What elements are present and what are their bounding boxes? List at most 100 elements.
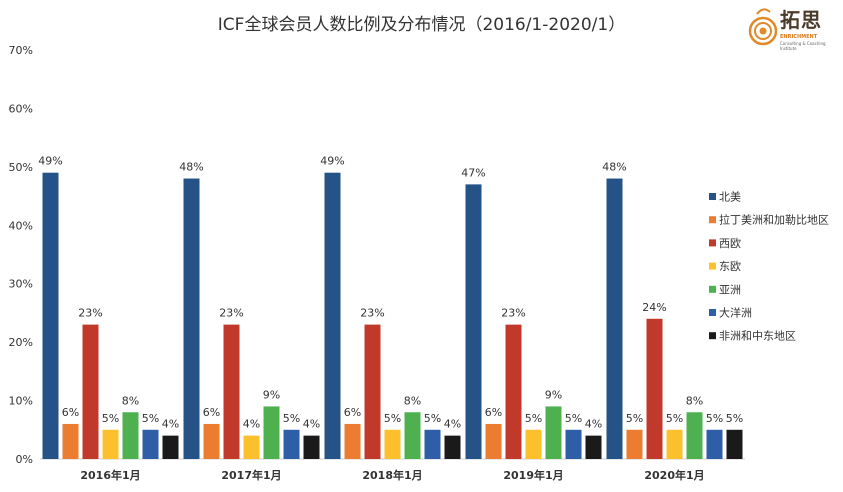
data-label: 48% — [179, 161, 203, 174]
data-label: 23% — [360, 307, 384, 320]
data-label: 4% — [303, 418, 320, 431]
logo-swirl-icon — [748, 8, 778, 46]
bar — [283, 429, 300, 459]
legend-label: 西欧 — [719, 237, 741, 250]
x-axis: 2016年1月 2017年1月 2018年1月 2019年1月 2020年1月 — [40, 458, 745, 482]
data-label: 23% — [219, 307, 243, 320]
legend-label: 拉丁美洲和加勒比地区 — [719, 213, 829, 227]
bar — [606, 178, 623, 460]
legend-swatch — [709, 285, 716, 293]
x-category-label: 2016年1月 — [80, 468, 140, 482]
logo-name: 拓思 — [780, 8, 822, 32]
bar — [384, 429, 401, 459]
bar — [686, 412, 703, 459]
y-tick-label: 20% — [9, 336, 33, 349]
data-label: 8% — [404, 394, 421, 407]
bar — [364, 324, 381, 459]
y-axis: 0% 10% 20% 30% 40% 50% 60% 70% — [9, 44, 33, 466]
data-label: 49% — [38, 155, 62, 168]
data-label: 4% — [585, 418, 602, 431]
bar — [303, 435, 320, 459]
bar — [183, 178, 200, 460]
bar — [726, 429, 743, 459]
y-tick-label: 60% — [9, 102, 33, 115]
logo-brand: ENRICHMENT — [780, 34, 818, 40]
data-label: 24% — [642, 301, 666, 314]
data-label: 4% — [243, 418, 260, 431]
bar — [626, 429, 643, 459]
bar — [82, 324, 99, 459]
legend-swatch — [709, 262, 716, 270]
legend-swatch — [709, 239, 716, 247]
bar — [465, 184, 482, 459]
data-label: 5% — [565, 412, 582, 425]
bar — [666, 429, 683, 459]
y-tick-label: 10% — [9, 395, 33, 408]
y-tick-label: 0% — [16, 453, 33, 466]
legend-label: 非洲和中东地区 — [719, 330, 796, 343]
bar — [646, 318, 663, 459]
data-label: 6% — [485, 406, 502, 419]
y-tick-label: 70% — [9, 44, 33, 57]
y-tick-label: 30% — [9, 278, 33, 291]
bar — [142, 429, 159, 459]
legend-label: 大洋洲 — [719, 306, 752, 320]
bar — [444, 435, 461, 459]
bar — [706, 429, 723, 459]
data-label: 5% — [626, 412, 643, 425]
data-label: 4% — [444, 418, 461, 431]
data-label: 5% — [525, 412, 542, 425]
bar — [203, 423, 220, 459]
bar — [545, 406, 562, 459]
data-label: 5% — [706, 412, 723, 425]
bar — [223, 324, 240, 459]
data-label: 5% — [666, 412, 683, 425]
data-labels: 49%6%23%5%8%5% 4%48%6%23%4%9%5% 4%49%6%23%… — [38, 155, 743, 431]
x-category-label: 2018年1月 — [362, 468, 422, 482]
bar — [485, 423, 502, 459]
data-label: 6% — [203, 406, 220, 419]
data-label: 6% — [62, 406, 79, 419]
data-label: 49% — [320, 155, 344, 168]
data-label: 8% — [122, 394, 139, 407]
bar — [505, 324, 522, 459]
chart-title: ICF全球会员人数比例及分布情况（2016/1-2020/1） — [217, 15, 626, 35]
data-label: 8% — [686, 394, 703, 407]
data-label: 47% — [461, 166, 485, 179]
bar — [122, 412, 139, 459]
bar — [324, 172, 341, 459]
legend-label: 北美 — [719, 191, 741, 204]
bar — [243, 435, 260, 459]
bar — [344, 423, 361, 459]
bar — [62, 423, 79, 459]
legend-swatch — [709, 332, 716, 340]
legend-label: 东欧 — [719, 260, 741, 273]
bar — [42, 172, 59, 459]
data-label: 23% — [501, 307, 525, 320]
bar — [585, 435, 602, 459]
data-label: 9% — [263, 388, 280, 401]
data-label: 4% — [162, 418, 179, 431]
bar — [525, 429, 542, 459]
y-tick-label: 50% — [9, 161, 33, 174]
x-category-label: 2019年1月 — [503, 468, 563, 482]
legend-swatch — [709, 193, 716, 200]
bar — [404, 412, 421, 459]
data-label: 6% — [344, 406, 361, 419]
legend-label: 亚洲 — [719, 283, 741, 296]
bar — [263, 406, 280, 459]
data-label: 5% — [283, 412, 300, 425]
bar — [162, 435, 179, 459]
x-category-label: 2020年1月 — [644, 468, 704, 482]
data-label: 5% — [142, 412, 159, 425]
data-label: 5% — [726, 412, 743, 425]
bar — [424, 429, 441, 459]
y-tick-label: 40% — [9, 219, 33, 232]
data-label: 5% — [102, 412, 119, 425]
data-label: 48% — [602, 161, 626, 174]
logo-tagline: Consulting & Coaching Institute — [780, 41, 826, 51]
data-label: 5% — [424, 412, 441, 425]
data-label: 5% — [384, 412, 401, 425]
data-label: 9% — [545, 388, 562, 401]
